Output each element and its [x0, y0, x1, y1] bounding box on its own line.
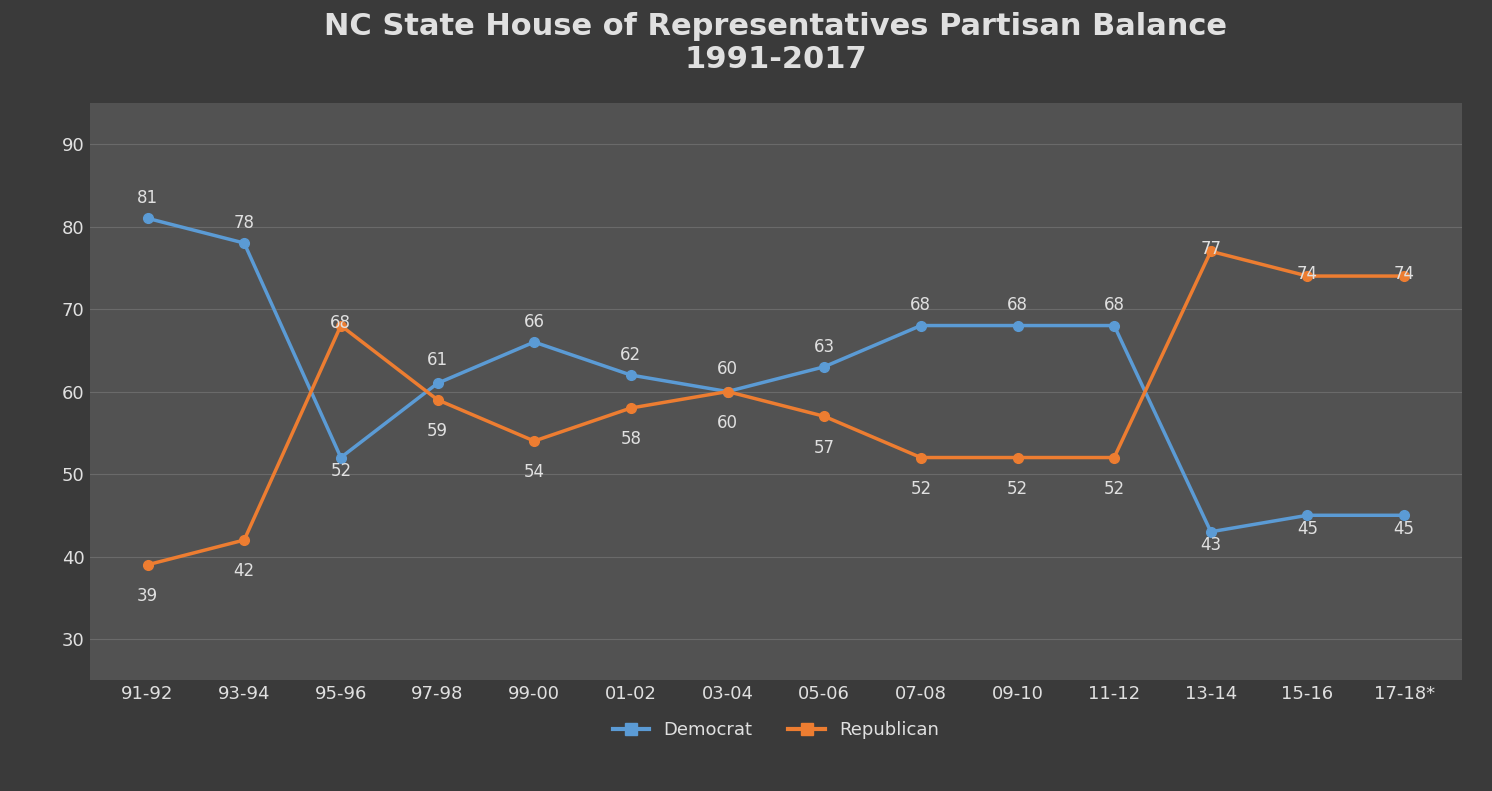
Text: 45: 45	[1297, 520, 1317, 538]
Democrat	[1106, 321, 1123, 331]
Text: 60: 60	[718, 414, 739, 432]
Text: 63: 63	[813, 338, 834, 356]
Democrat	[719, 387, 737, 396]
Text: 52: 52	[330, 462, 352, 480]
Republican	[912, 452, 930, 462]
Text: 77: 77	[1201, 240, 1222, 258]
Democrat	[1203, 527, 1220, 536]
Text: 52: 52	[1104, 480, 1125, 498]
Text: 66: 66	[524, 313, 545, 331]
Text: 62: 62	[621, 346, 642, 364]
Line: Democrat: Democrat	[143, 214, 1408, 536]
Text: 59: 59	[427, 422, 448, 440]
Republican	[139, 560, 157, 570]
Text: 57: 57	[813, 438, 834, 456]
Democrat	[622, 370, 640, 380]
Text: 61: 61	[427, 351, 448, 369]
Republican	[331, 321, 349, 331]
Title: NC State House of Representatives Partisan Balance
1991-2017: NC State House of Representatives Partis…	[324, 12, 1228, 74]
Republican	[1395, 271, 1413, 281]
Text: 81: 81	[137, 189, 158, 207]
Text: 52: 52	[910, 480, 931, 498]
Text: 74: 74	[1394, 265, 1414, 283]
Democrat	[1298, 510, 1316, 520]
Republican	[525, 437, 543, 446]
Republican	[1106, 452, 1123, 462]
Text: 58: 58	[621, 430, 642, 448]
Republican	[1203, 247, 1220, 256]
Democrat	[1009, 321, 1026, 331]
Text: 42: 42	[234, 562, 255, 581]
Democrat	[428, 379, 446, 388]
Legend: Democrat, Republican: Democrat, Republican	[606, 713, 946, 746]
Text: 45: 45	[1394, 520, 1414, 538]
Line: Republican: Republican	[143, 247, 1408, 570]
Democrat	[236, 238, 254, 248]
Text: 43: 43	[1200, 536, 1222, 554]
Text: 68: 68	[330, 315, 351, 332]
Text: 54: 54	[524, 464, 545, 481]
Republican	[1298, 271, 1316, 281]
Democrat	[815, 362, 833, 372]
Democrat	[1395, 510, 1413, 520]
Text: 39: 39	[137, 587, 158, 605]
Text: 60: 60	[718, 360, 739, 377]
Republican	[236, 536, 254, 545]
Republican	[622, 403, 640, 413]
Text: 68: 68	[1007, 297, 1028, 315]
Democrat	[139, 214, 157, 223]
Text: 68: 68	[910, 297, 931, 315]
Text: 74: 74	[1297, 265, 1317, 283]
Democrat	[331, 452, 349, 462]
Republican	[719, 387, 737, 396]
Republican	[428, 395, 446, 404]
Text: 68: 68	[1104, 297, 1125, 315]
Democrat	[525, 337, 543, 346]
Republican	[815, 411, 833, 421]
Democrat	[912, 321, 930, 331]
Text: 52: 52	[1007, 480, 1028, 498]
Text: 78: 78	[234, 214, 255, 232]
Republican	[1009, 452, 1026, 462]
